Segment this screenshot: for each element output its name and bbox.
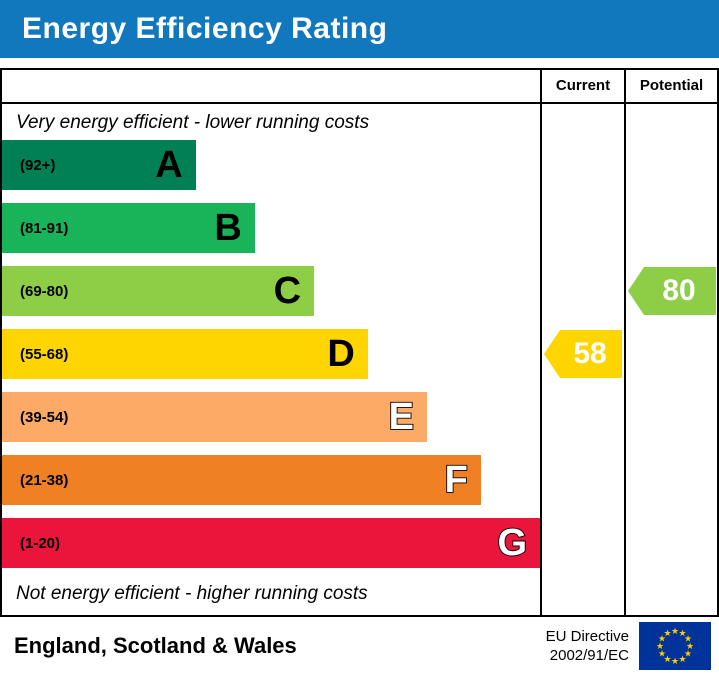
band-letter: B — [214, 207, 242, 249]
svg-text:★: ★ — [671, 656, 679, 666]
band-row: (1-20) G — [2, 518, 540, 568]
eu-directive-label: EU Directive 2002/91/EC — [546, 627, 629, 666]
svg-text:★: ★ — [678, 628, 686, 638]
band-range-label: (39-54) — [20, 408, 69, 426]
band-letter: C — [273, 270, 302, 312]
footer: England, Scotland & Wales EU Directive 2… — [0, 617, 719, 675]
region-label: England, Scotland & Wales — [14, 633, 297, 658]
eu-directive-line2: 2002/91/EC — [549, 647, 629, 664]
column-header-row: Current Potential — [2, 70, 717, 104]
eu-flag-icon: ★ ★★★★★★★★★★★ — [639, 622, 711, 670]
svg-text:★: ★ — [678, 654, 686, 664]
band-letter: A — [155, 144, 183, 186]
page-title: Energy Efficiency Rating — [22, 12, 388, 45]
bottom-caption: Not energy efficient - higher running co… — [16, 583, 368, 604]
chart-body: Very energy efficient - lower running co… — [2, 104, 717, 615]
svg-text:★: ★ — [658, 634, 666, 644]
svg-text:★: ★ — [658, 649, 666, 659]
eu-flag-field — [639, 622, 711, 670]
band-row: (81-91) B — [2, 203, 255, 253]
svg-text:★: ★ — [656, 641, 664, 651]
potential-rating-arrow: 80 — [628, 267, 716, 315]
svg-text:★: ★ — [684, 649, 692, 659]
band-row: (21-38) F — [2, 455, 481, 505]
energy-rating-chart: Current Potential Very energy efficient … — [0, 68, 719, 617]
current-column-header: Current — [555, 77, 611, 94]
band-letter: G — [497, 521, 528, 565]
band-letter: F — [444, 458, 469, 502]
band-range-label: (81-91) — [20, 219, 69, 237]
band-row: (55-68) D — [2, 329, 368, 379]
band-range-label: (1-20) — [20, 534, 61, 552]
svg-text:★: ★ — [684, 634, 692, 644]
band-row: (92+) A — [2, 140, 196, 190]
svg-text:★: ★ — [671, 626, 679, 636]
band-range-label: (69-80) — [20, 282, 69, 300]
svg-text:★: ★ — [686, 641, 694, 651]
footer-right: EU Directive 2002/91/EC ★ ★ ★ ★ ★ ★ ★ ★ ★ ★ ★ ★ — [546, 622, 711, 670]
band-range-label: (21-38) — [20, 471, 69, 489]
svg-text:★: ★ — [663, 654, 671, 664]
eu-directive-line1: EU Directive — [545, 627, 629, 645]
svg-text:★: ★ — [663, 628, 671, 638]
band-letter: D — [327, 333, 355, 375]
title-bar: Energy Efficiency Rating — [0, 0, 719, 58]
bands-area: (92+) A (81-91) B (69-80) C (55-68) D (3… — [2, 140, 540, 568]
current-rating-arrow: 58 — [544, 330, 622, 378]
current-column-divider — [540, 70, 542, 615]
band-range-label: (55-68) — [20, 345, 69, 363]
eu-flag-stars: ★ ★★★★★★★★★★★ — [656, 626, 694, 666]
band-letter: E — [388, 395, 415, 439]
current-rating-value: 58 — [573, 337, 607, 370]
band-row: (69-80) C — [2, 266, 315, 316]
potential-column-header: Potential — [639, 77, 704, 94]
band-row: (39-54) E — [2, 392, 428, 442]
top-caption: Very energy efficient - lower running co… — [16, 112, 370, 133]
potential-column-divider — [624, 70, 626, 615]
potential-rating-value: 80 — [662, 274, 696, 307]
band-range-label: (92+) — [20, 156, 56, 174]
